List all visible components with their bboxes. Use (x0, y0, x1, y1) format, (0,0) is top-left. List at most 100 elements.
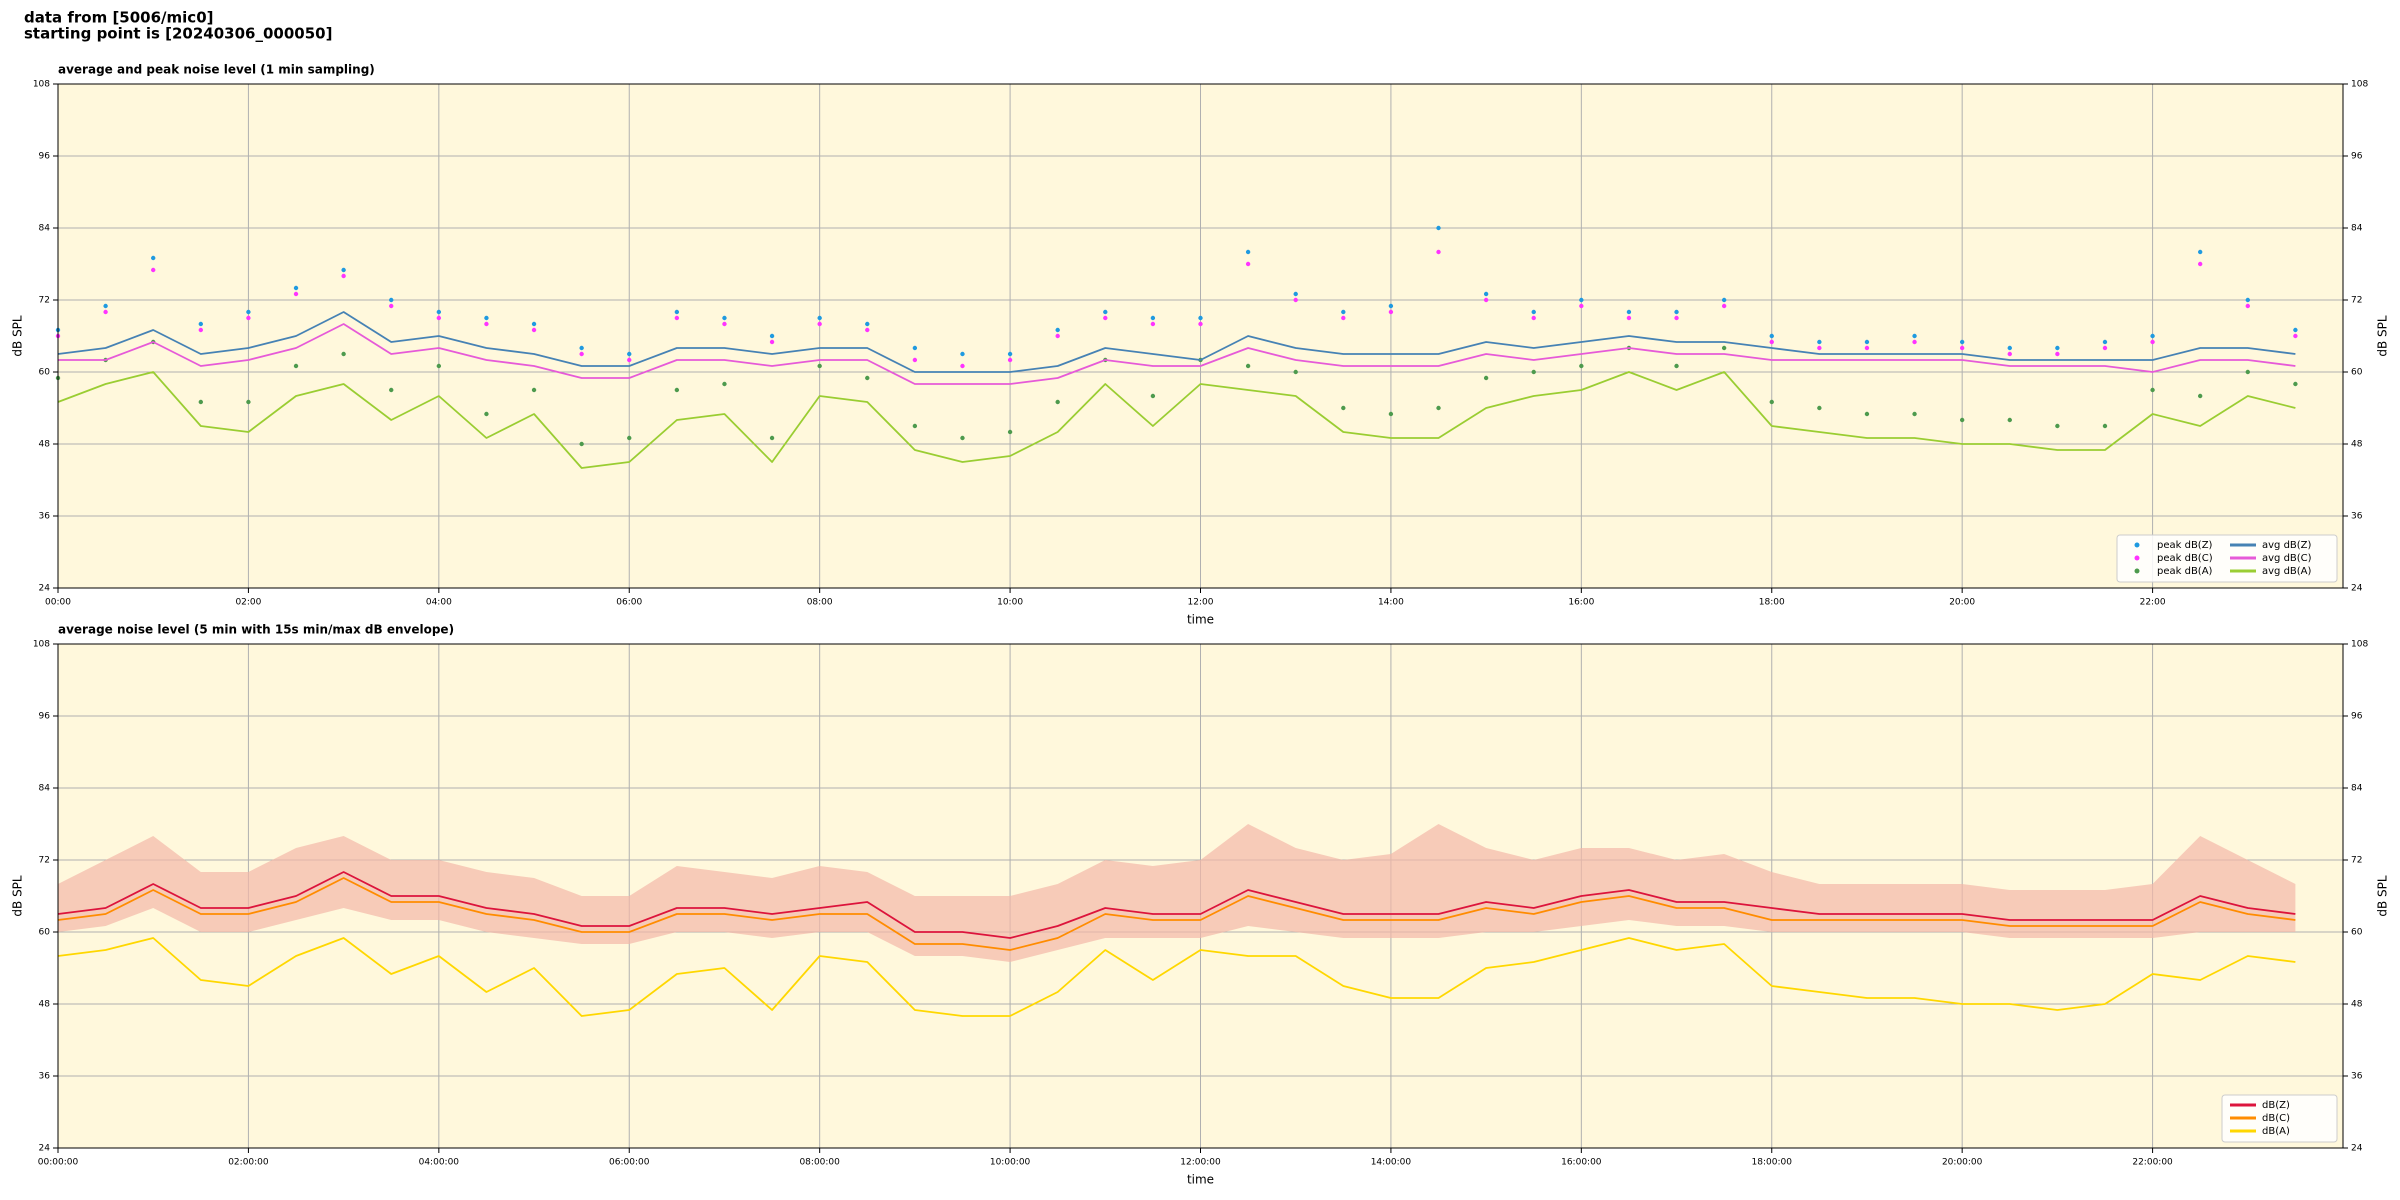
peak-point (1007, 351, 1013, 357)
peak-point (722, 381, 727, 387)
peak-point (2293, 333, 2298, 339)
peak-point (817, 321, 822, 327)
peak-point (1245, 261, 1251, 267)
peak-point (2007, 417, 2012, 423)
peak-point (1150, 321, 1156, 327)
x-tick-label: 08:00 (807, 598, 833, 608)
peak-point (960, 351, 965, 357)
peak-point (1055, 327, 1060, 333)
peak-point (579, 345, 584, 351)
series-line (57, 311, 2296, 373)
peak-point (198, 327, 204, 333)
peak-point (1436, 225, 1441, 231)
y-axis-label: dB SPL (11, 875, 25, 917)
peak-point (1864, 411, 1870, 417)
chart: average and peak noise level (1 min samp… (11, 63, 2390, 627)
peak-point (389, 297, 394, 303)
peak-point (484, 321, 489, 327)
peak-point (1483, 375, 1489, 381)
peak-point (1055, 399, 1060, 405)
peak-point (2245, 369, 2250, 375)
peak-point (341, 267, 346, 273)
peak-point (627, 351, 632, 357)
chart-title: average noise level (5 min with 15s min/… (58, 623, 454, 637)
peak-point (246, 315, 251, 321)
peak-point (579, 351, 584, 357)
y-tick-label: 108 (33, 80, 50, 90)
peak-point (1769, 333, 1774, 339)
x-tick-label: 06:00 (616, 598, 642, 608)
x-tick-label: 00:00 (45, 598, 71, 608)
peak-point (960, 435, 965, 441)
peak-point (1721, 345, 1727, 351)
peak-point (2007, 351, 2012, 357)
y-tick-label: 60 (39, 368, 51, 378)
peak-point (293, 285, 299, 291)
peak-point (769, 435, 775, 441)
y-tick-label: 48 (39, 440, 51, 450)
peak-point (1721, 303, 1727, 309)
peak-point (674, 387, 680, 393)
peak-point (1769, 339, 1774, 345)
peak-point (2197, 393, 2203, 399)
peak-point (1388, 411, 1394, 417)
peak-point (1674, 315, 1679, 321)
y2-tick-label: 48 (2351, 440, 2363, 450)
peak-point (912, 345, 918, 351)
peak-point (1912, 339, 1917, 345)
peak-point (769, 333, 775, 339)
peak-point (1341, 405, 1346, 411)
y2-tick-label: 96 (2351, 152, 2363, 162)
y2-tick-label: 48 (2351, 1000, 2363, 1010)
y-tick-label: 60 (39, 928, 51, 938)
y2-tick-label: 96 (2351, 712, 2363, 722)
x-tick-label: 00:00:00 (38, 1158, 79, 1168)
peak-point (1483, 297, 1489, 303)
plot-frame (57, 643, 2344, 1149)
legend-label: avg dB(C) (2262, 553, 2312, 564)
peak-point (1388, 309, 1394, 315)
y-tick-label: 48 (39, 1000, 51, 1010)
peak-point (2007, 345, 2012, 351)
peak-point (1483, 291, 1489, 297)
peak-point (2293, 381, 2298, 387)
peak-point (1293, 297, 1298, 303)
peak-point (1674, 309, 1679, 315)
y2-tick-label: 72 (2351, 856, 2362, 866)
peak-point (817, 315, 822, 321)
peak-point (722, 315, 727, 321)
peak-point (531, 327, 537, 333)
peak-point (1341, 309, 1346, 315)
peak-point (1626, 315, 1632, 321)
y-tick-label: 24 (39, 1144, 51, 1154)
peak-point (960, 363, 965, 369)
peak-point (1626, 309, 1632, 315)
peak-point (246, 309, 251, 315)
peak-point (912, 357, 918, 363)
y2-tick-label: 36 (2351, 512, 2363, 522)
x-tick-label: 14:00:00 (1371, 1158, 1412, 1168)
peak-point (1674, 363, 1679, 369)
y2-tick-label: 84 (2351, 784, 2363, 794)
chart: average noise level (5 min with 15s min/… (11, 623, 2390, 1187)
x-tick-label: 18:00 (1759, 598, 1785, 608)
peak-point (1103, 315, 1108, 321)
peak-point (2197, 261, 2203, 267)
y2-axis-label: dB SPL (2376, 315, 2390, 357)
y-tick-label: 72 (39, 856, 50, 866)
x-tick-label: 22:00:00 (2132, 1158, 2173, 1168)
y-tick-label: 96 (39, 152, 51, 162)
x-tick-label: 12:00 (1188, 598, 1214, 608)
peak-point (1436, 405, 1441, 411)
peak-point (389, 303, 394, 309)
peak-point (769, 339, 775, 345)
peak-point (389, 387, 394, 393)
y2-axis-label: dB SPL (2376, 875, 2390, 917)
legend-label: dB(C) (2262, 1113, 2290, 1124)
x-tick-label: 12:00:00 (1180, 1158, 1221, 1168)
envelope (58, 824, 2296, 962)
peak-point (1293, 369, 1298, 375)
peak-point (627, 435, 632, 441)
peak-point (579, 441, 584, 447)
x-tick-label: 08:00:00 (799, 1158, 840, 1168)
